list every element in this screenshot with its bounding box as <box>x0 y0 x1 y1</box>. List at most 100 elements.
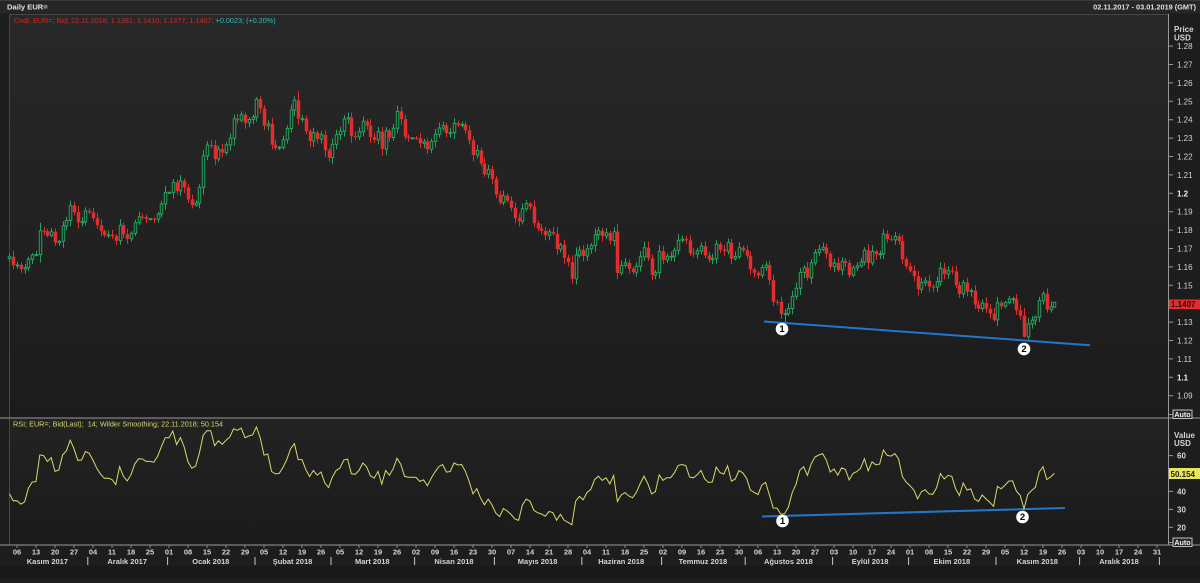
svg-text:50.154: 50.154 <box>1171 470 1196 479</box>
svg-text:06: 06 <box>13 548 21 557</box>
svg-text:24: 24 <box>1134 548 1143 557</box>
svg-text:1.24: 1.24 <box>1177 116 1193 125</box>
svg-text:12: 12 <box>355 548 363 557</box>
svg-text:Kasım 2017: Kasım 2017 <box>27 557 68 566</box>
svg-text:12: 12 <box>1020 548 1028 557</box>
svg-text:13: 13 <box>32 548 40 557</box>
svg-text:1.22: 1.22 <box>1177 153 1193 162</box>
svg-text:1.16: 1.16 <box>1177 263 1193 272</box>
svg-text:19: 19 <box>298 548 306 557</box>
svg-text:02: 02 <box>412 548 420 557</box>
svg-text:20: 20 <box>792 548 800 557</box>
svg-text:2: 2 <box>1021 344 1026 355</box>
svg-text:18: 18 <box>127 548 135 557</box>
svg-text:Auto: Auto <box>1174 538 1191 547</box>
svg-text:26: 26 <box>393 548 401 557</box>
svg-text:01: 01 <box>906 548 914 557</box>
svg-text:25: 25 <box>146 548 154 557</box>
svg-text:07: 07 <box>507 548 515 557</box>
svg-text:29: 29 <box>982 548 990 557</box>
svg-text:11: 11 <box>108 548 116 557</box>
svg-text:05: 05 <box>336 548 344 557</box>
svg-text:Temmuz 2018: Temmuz 2018 <box>679 557 728 566</box>
svg-text:26: 26 <box>317 548 325 557</box>
svg-text:28: 28 <box>564 548 572 557</box>
svg-text:USD: USD <box>1174 34 1191 43</box>
svg-text:13: 13 <box>773 548 781 557</box>
svg-text:05: 05 <box>1001 548 1009 557</box>
svg-text:40: 40 <box>1177 487 1186 496</box>
svg-text:16: 16 <box>450 548 458 557</box>
svg-text:12: 12 <box>279 548 287 557</box>
svg-text:04: 04 <box>89 548 98 557</box>
svg-text:29: 29 <box>241 548 249 557</box>
svg-text:08: 08 <box>925 548 933 557</box>
svg-text:14: 14 <box>526 548 535 557</box>
svg-text:Ekim 2018: Ekim 2018 <box>933 557 970 566</box>
svg-text:1.18: 1.18 <box>1177 226 1193 235</box>
svg-text:11: 11 <box>602 548 610 557</box>
svg-text:22: 22 <box>222 548 230 557</box>
svg-text:26: 26 <box>1058 548 1066 557</box>
svg-text:1.28: 1.28 <box>1177 42 1193 51</box>
svg-text:1.17: 1.17 <box>1177 245 1193 254</box>
svg-text:1.09: 1.09 <box>1177 392 1193 401</box>
svg-text:1.27: 1.27 <box>1177 61 1193 70</box>
svg-text:25: 25 <box>640 548 648 557</box>
svg-text:09: 09 <box>431 548 439 557</box>
svg-text:27: 27 <box>70 548 78 557</box>
svg-text:1.2: 1.2 <box>1177 189 1189 198</box>
svg-text:1.1407: 1.1407 <box>1171 300 1196 309</box>
svg-text:03: 03 <box>1077 548 1085 557</box>
svg-text:17: 17 <box>1115 548 1123 557</box>
svg-text:21: 21 <box>545 548 553 557</box>
svg-text:27: 27 <box>811 548 819 557</box>
svg-text:02: 02 <box>659 548 667 557</box>
svg-text:USD: USD <box>1174 439 1191 448</box>
svg-text:1.21: 1.21 <box>1177 171 1193 180</box>
svg-text:01: 01 <box>165 548 173 557</box>
svg-text:1.25: 1.25 <box>1177 97 1193 106</box>
svg-text:19: 19 <box>374 548 382 557</box>
svg-text:20: 20 <box>51 548 59 557</box>
svg-text:1: 1 <box>779 324 785 335</box>
svg-text:30: 30 <box>735 548 743 557</box>
svg-text:1.13: 1.13 <box>1177 318 1193 327</box>
svg-text:10: 10 <box>849 548 857 557</box>
svg-text:1.1: 1.1 <box>1177 373 1189 382</box>
svg-text:06: 06 <box>754 548 762 557</box>
svg-text:Kasım 2018: Kasım 2018 <box>1017 557 1058 566</box>
svg-text:Haziran 2018: Haziran 2018 <box>598 557 644 566</box>
svg-text:Ocak 2018: Ocak 2018 <box>192 557 229 566</box>
svg-text:02.11.2017 - 03.01.2019 (GMT): 02.11.2017 - 03.01.2019 (GMT) <box>1093 3 1196 12</box>
svg-text:RSI; EUR=; Bid(Last); 14; Wil: RSI; EUR=; Bid(Last); 14; Wilder Smoothi… <box>13 420 223 429</box>
svg-text:22: 22 <box>963 548 971 557</box>
svg-text:08: 08 <box>184 548 192 557</box>
svg-text:20: 20 <box>1177 523 1186 532</box>
svg-text:Cndl; EUR=; Bid; 22.11.2018; 1: Cndl; EUR=; Bid; 22.11.2018; 1.1381; 1.1… <box>14 16 276 25</box>
svg-text:1.11: 1.11 <box>1177 355 1193 364</box>
svg-text:Auto: Auto <box>1174 410 1191 419</box>
svg-text:Mayıs 2018: Mayıs 2018 <box>518 557 558 566</box>
svg-text:23: 23 <box>716 548 724 557</box>
svg-text:1.26: 1.26 <box>1177 79 1193 88</box>
svg-text:Eylül 2018: Eylül 2018 <box>852 557 889 566</box>
svg-text:Nisan 2018: Nisan 2018 <box>434 557 473 566</box>
svg-text:30: 30 <box>1177 505 1186 514</box>
svg-text:03: 03 <box>830 548 838 557</box>
svg-text:19: 19 <box>1039 548 1047 557</box>
svg-text:2: 2 <box>1020 512 1025 523</box>
svg-text:15: 15 <box>944 548 952 557</box>
svg-text:Mart 2018: Mart 2018 <box>355 557 390 566</box>
svg-text:09: 09 <box>678 548 686 557</box>
svg-text:1.19: 1.19 <box>1177 208 1193 217</box>
svg-text:23: 23 <box>469 548 477 557</box>
svg-text:10: 10 <box>1096 548 1104 557</box>
svg-text:31: 31 <box>1153 548 1161 557</box>
svg-text:Ağustos 2018: Ağustos 2018 <box>764 557 813 566</box>
svg-text:Şubat 2018: Şubat 2018 <box>273 557 313 566</box>
svg-text:Price: Price <box>1174 25 1194 34</box>
svg-text:04: 04 <box>583 548 592 557</box>
svg-text:17: 17 <box>868 548 876 557</box>
svg-text:24: 24 <box>887 548 896 557</box>
